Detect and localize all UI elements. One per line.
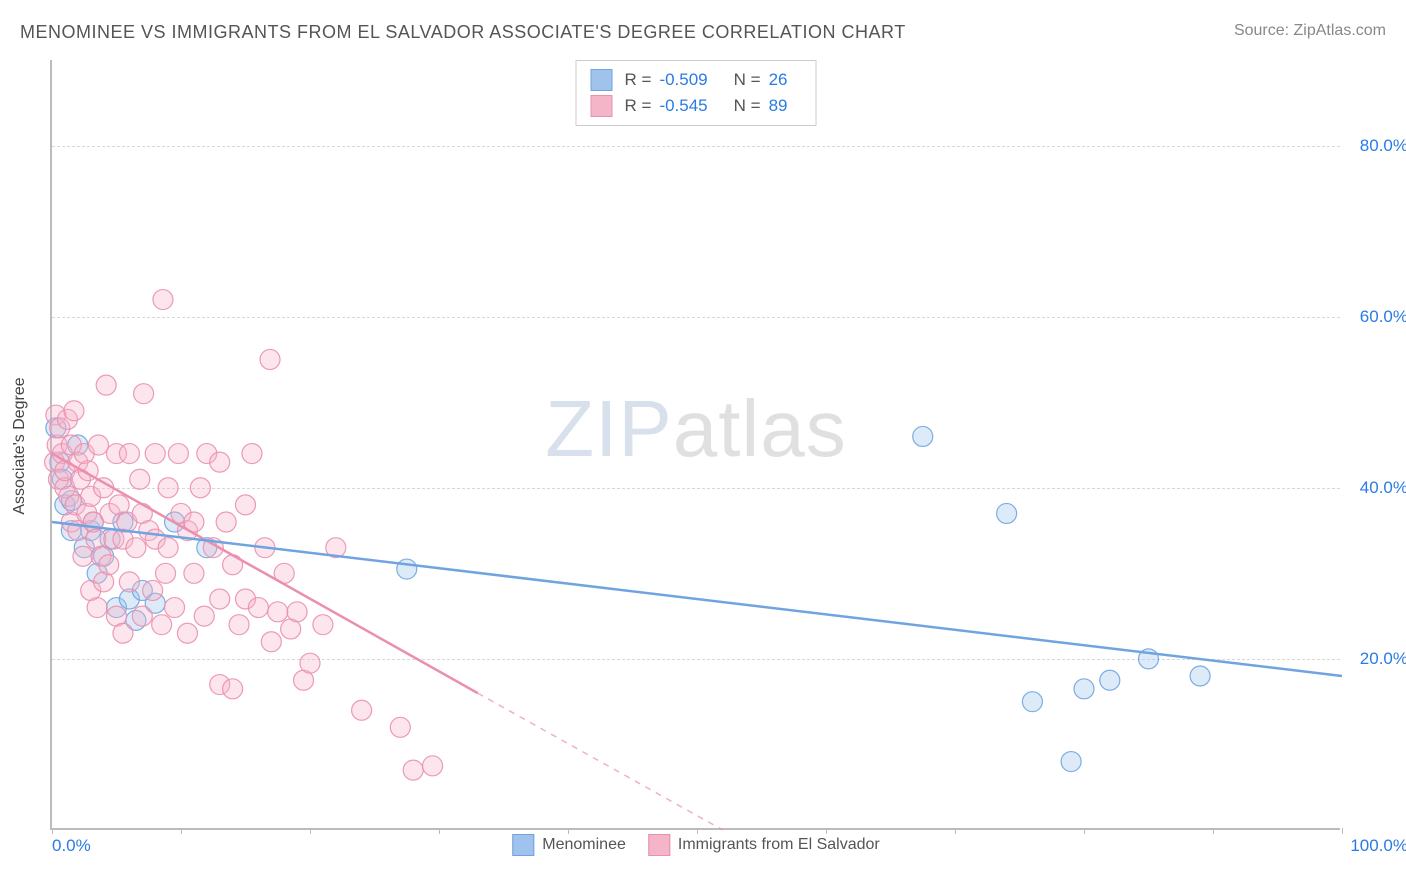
data-point xyxy=(158,478,178,498)
data-point xyxy=(168,444,188,464)
data-point xyxy=(352,700,372,720)
data-point xyxy=(248,598,268,618)
source-prefix: Source: xyxy=(1234,22,1294,39)
legend-swatch xyxy=(648,834,670,856)
data-point xyxy=(1061,752,1081,772)
data-point xyxy=(177,623,197,643)
x-tick-mark xyxy=(181,828,182,834)
data-point xyxy=(184,563,204,583)
stat-n-label: N = xyxy=(734,67,761,93)
stat-r-label: R = xyxy=(625,67,652,93)
legend-label: Menominee xyxy=(542,836,626,854)
x-tick-mark xyxy=(310,828,311,834)
x-tick-mark xyxy=(439,828,440,834)
data-point xyxy=(236,495,256,515)
legend-stat-row: R = -0.509 N = 26 xyxy=(591,67,802,93)
chart-title: MENOMINEE VS IMMIGRANTS FROM EL SALVADOR… xyxy=(20,22,906,43)
data-point xyxy=(423,756,443,776)
legend-stats-box: R = -0.509 N = 26 R = -0.545 N = 89 xyxy=(576,60,817,126)
data-point xyxy=(88,435,108,455)
stat-n-label: N = xyxy=(734,93,761,119)
x-tick-mark xyxy=(1342,828,1343,834)
source-credit: Source: ZipAtlas.com xyxy=(1234,22,1386,40)
data-point xyxy=(216,512,236,532)
data-point xyxy=(143,580,163,600)
y-tick-label: 60.0% xyxy=(1348,307,1406,327)
legend-item: Immigrants from El Salvador xyxy=(648,834,880,856)
data-point xyxy=(210,589,230,609)
data-point xyxy=(1022,692,1042,712)
data-point xyxy=(194,606,214,626)
x-tick-mark xyxy=(1213,828,1214,834)
data-point xyxy=(268,602,288,622)
data-point xyxy=(190,478,210,498)
source-link[interactable]: ZipAtlas.com xyxy=(1294,22,1386,39)
data-point xyxy=(261,632,281,652)
scatter-svg xyxy=(52,60,1340,828)
data-point xyxy=(126,538,146,558)
x-axis-min-label: 0.0% xyxy=(52,836,91,856)
x-tick-mark xyxy=(1084,828,1085,834)
data-point xyxy=(113,623,133,643)
data-point xyxy=(223,679,243,699)
legend-stat-row: R = -0.545 N = 89 xyxy=(591,93,802,119)
data-point xyxy=(1074,679,1094,699)
y-axis-label: Associate's Degree xyxy=(11,377,29,514)
data-point xyxy=(130,469,150,489)
y-tick-label: 20.0% xyxy=(1348,649,1406,669)
trend-line-extrapolated xyxy=(478,693,723,830)
data-point xyxy=(99,555,119,575)
data-point xyxy=(158,538,178,558)
stat-r-value: -0.509 xyxy=(659,67,707,93)
y-tick-label: 80.0% xyxy=(1348,136,1406,156)
data-point xyxy=(153,290,173,310)
plot-area: ZIPatlas 20.0%40.0%60.0%80.0% 0.0% 100.0… xyxy=(50,60,1340,830)
data-point xyxy=(300,653,320,673)
data-point xyxy=(210,452,230,472)
data-point xyxy=(313,615,333,635)
data-point xyxy=(397,559,417,579)
data-point xyxy=(156,563,176,583)
data-point xyxy=(1100,670,1120,690)
data-point xyxy=(997,503,1017,523)
x-axis-max-label: 100.0% xyxy=(1350,836,1406,856)
data-point xyxy=(165,598,185,618)
legend-swatch xyxy=(591,69,613,91)
data-point xyxy=(229,615,249,635)
legend-series: Menominee Immigrants from El Salvador xyxy=(512,834,879,856)
data-point xyxy=(152,615,172,635)
data-point xyxy=(145,444,165,464)
y-tick-label: 40.0% xyxy=(1348,478,1406,498)
data-point xyxy=(96,375,116,395)
data-point xyxy=(134,384,154,404)
data-point xyxy=(403,760,423,780)
data-point xyxy=(64,401,84,421)
stat-r-label: R = xyxy=(625,93,652,119)
data-point xyxy=(132,606,152,626)
data-point xyxy=(913,426,933,446)
stat-r-value: -0.545 xyxy=(659,93,707,119)
data-point xyxy=(287,602,307,622)
stat-n-value: 26 xyxy=(769,67,788,93)
data-point xyxy=(242,444,262,464)
legend-item: Menominee xyxy=(512,834,626,856)
data-point xyxy=(1190,666,1210,686)
legend-swatch xyxy=(591,95,613,117)
data-point xyxy=(119,572,139,592)
data-point xyxy=(390,717,410,737)
stat-n-value: 89 xyxy=(769,93,788,119)
data-point xyxy=(260,349,280,369)
x-tick-mark xyxy=(955,828,956,834)
data-point xyxy=(73,546,93,566)
data-point xyxy=(87,598,107,618)
data-point xyxy=(119,444,139,464)
legend-swatch xyxy=(512,834,534,856)
x-tick-mark xyxy=(52,828,53,834)
legend-label: Immigrants from El Salvador xyxy=(678,836,880,854)
